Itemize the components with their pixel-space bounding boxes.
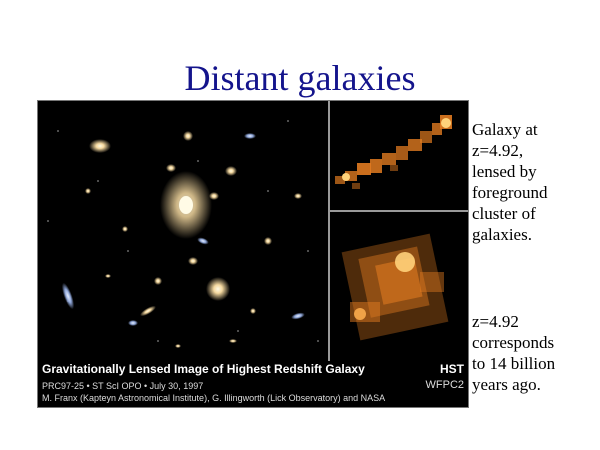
credit-line-1: PRC97-25 • ST ScI OPO • July 30, 1997 bbox=[42, 381, 204, 391]
side-text-line: galaxies. bbox=[472, 225, 532, 244]
lensed-galaxy-closeup-bottom bbox=[330, 212, 468, 361]
side-text-line: foreground bbox=[472, 183, 548, 202]
side-text-line: years ago. bbox=[472, 375, 541, 394]
side-text-line: corresponds bbox=[472, 333, 555, 352]
slide-title: Distant galaxies bbox=[184, 58, 416, 98]
side-text-line: z=4.92 bbox=[472, 312, 519, 331]
credit-line-2: M. Franx (Kapteyn Astronomical Institute… bbox=[42, 393, 386, 403]
hubble-image-panel: Gravitationally Lensed Image of Highest … bbox=[37, 100, 469, 408]
side-text-line: z=4.92, bbox=[472, 141, 524, 160]
side-text-line: Galaxy at bbox=[472, 120, 538, 139]
lensed-galaxy-closeup-top bbox=[330, 101, 468, 212]
galaxy-cluster-image bbox=[38, 101, 330, 361]
instrument-label-wfpc2: WFPC2 bbox=[425, 379, 465, 391]
side-text-line: to 14 billion bbox=[472, 354, 556, 373]
instrument-label-hst: HST bbox=[440, 362, 464, 376]
side-text-line: cluster of bbox=[472, 204, 536, 223]
side-text-galaxy-description: Galaxy at z=4.92, lensed by foreground c… bbox=[472, 119, 597, 245]
image-caption: Gravitationally Lensed Image of Highest … bbox=[42, 362, 365, 376]
side-text-line: lensed by bbox=[472, 162, 537, 181]
side-text-redshift-age: z=4.92 corresponds to 14 billion years a… bbox=[472, 311, 597, 395]
